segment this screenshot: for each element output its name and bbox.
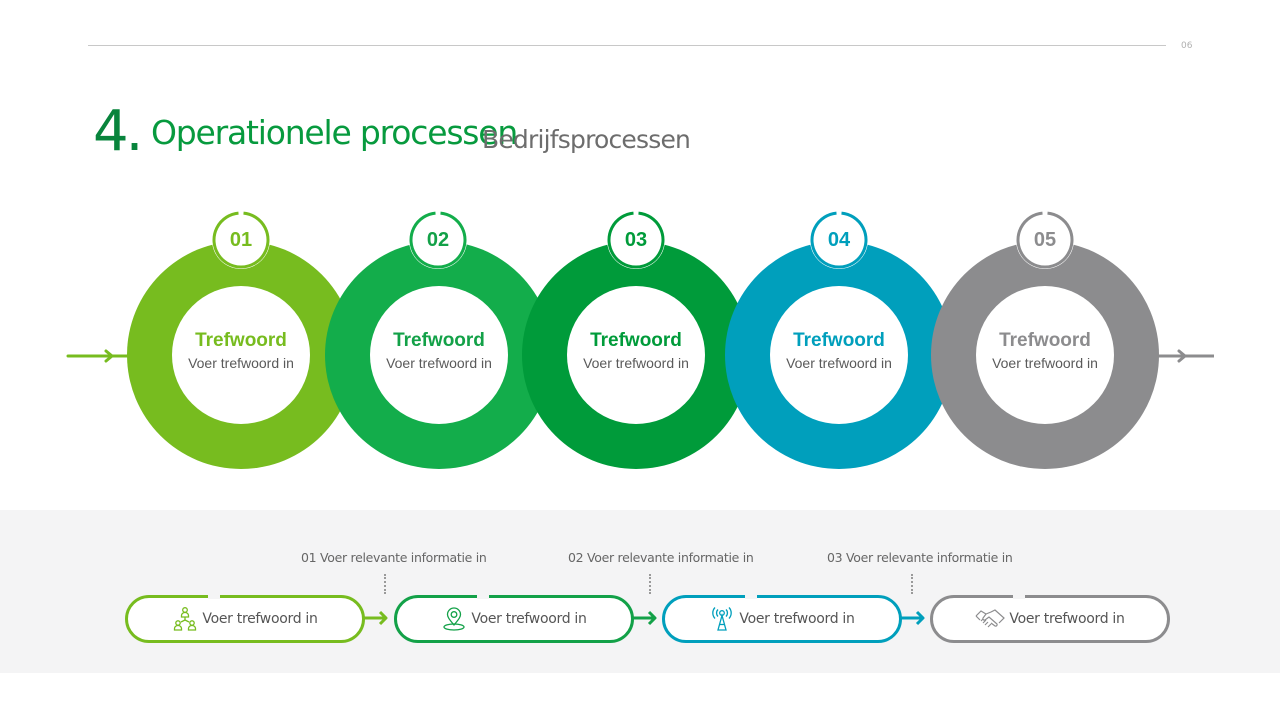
flow-item-3: Voer trefwoord in [662, 594, 902, 643]
process-step-4: Trefwoord Voer trefwoord in [725, 241, 953, 469]
badge-ring-icon [212, 211, 270, 269]
process-step-5: Trefwoord Voer trefwoord in [931, 241, 1159, 469]
step-keyword: Trefwoord [999, 330, 1091, 351]
step-keyword: Trefwoord [590, 330, 682, 351]
process-step-3: Trefwoord Voer trefwoord in [522, 241, 750, 469]
step-number: 03 [624, 229, 648, 251]
step-text: Voer trefwoord in [583, 355, 689, 371]
step-keyword: Trefwoord [195, 330, 287, 351]
step-center: Trefwoord Voer trefwoord in [976, 286, 1114, 424]
flow-connector-dots [384, 574, 386, 594]
flow-note-1: 01 Voer relevante informatie in [301, 550, 487, 565]
step-center: Trefwoord Voer trefwoord in [770, 286, 908, 424]
step-badge-1: 01 [212, 211, 270, 269]
arrow-in-icon [66, 349, 132, 363]
flow-item-label: Voer trefwoord in [202, 611, 318, 627]
step-center: Trefwoord Voer trefwoord in [172, 286, 310, 424]
arrow-out-icon [1158, 349, 1214, 363]
handshake-icon [975, 609, 1006, 628]
step-keyword: Trefwoord [393, 330, 485, 351]
step-badge-3: 03 [607, 211, 665, 269]
step-text: Voer trefwoord in [386, 355, 492, 371]
flow-note-3: 03 Voer relevante informatie in [827, 550, 1013, 565]
step-text: Voer trefwoord in [188, 355, 294, 371]
step-number: 05 [1033, 229, 1057, 251]
flow-connector-dots [649, 574, 651, 594]
badge-ring-icon [1016, 211, 1074, 269]
flow-connector-dots [911, 574, 913, 594]
badge-ring-icon [409, 211, 467, 269]
antenna-signal-icon [712, 607, 733, 631]
badge-ring-icon [607, 211, 665, 269]
arrow-right-icon [633, 610, 657, 626]
step-number: 01 [229, 229, 253, 251]
step-badge-4: 04 [810, 211, 868, 269]
step-keyword: Trefwoord [793, 330, 885, 351]
flow-item-4: Voer trefwoord in [930, 594, 1170, 643]
flow-band [0, 510, 1280, 673]
step-number: 04 [827, 229, 851, 251]
section-number: 4. [93, 99, 143, 164]
step-number: 02 [426, 229, 450, 251]
step-center: Trefwoord Voer trefwoord in [370, 286, 508, 424]
flow-item-label: Voer trefwoord in [471, 611, 587, 627]
flow-item-label: Voer trefwoord in [739, 611, 855, 627]
badge-ring-icon [810, 211, 868, 269]
team-hierarchy-icon [174, 607, 197, 631]
flow-item-2: Voer trefwoord in [394, 594, 634, 643]
flow-note-2: 02 Voer relevante informatie in [568, 550, 754, 565]
step-text: Voer trefwoord in [992, 355, 1098, 371]
header-divider [88, 45, 1166, 46]
flow-item-1: Voer trefwoord in [125, 594, 365, 643]
process-step-1: Trefwoord Voer trefwoord in [127, 241, 355, 469]
page-subtitle: Bedrijfsprocessen [482, 125, 691, 154]
step-text: Voer trefwoord in [786, 355, 892, 371]
page-title: Operationele processen [151, 113, 518, 152]
step-badge-5: 05 [1016, 211, 1074, 269]
flow-item-label: Voer trefwoord in [1009, 611, 1125, 627]
location-pin-icon [443, 607, 466, 631]
step-center: Trefwoord Voer trefwoord in [567, 286, 705, 424]
page-number: 06 [1181, 41, 1193, 51]
arrow-right-icon [364, 610, 388, 626]
step-badge-2: 02 [409, 211, 467, 269]
arrow-right-icon [901, 610, 925, 626]
process-step-2: Trefwoord Voer trefwoord in [325, 241, 553, 469]
